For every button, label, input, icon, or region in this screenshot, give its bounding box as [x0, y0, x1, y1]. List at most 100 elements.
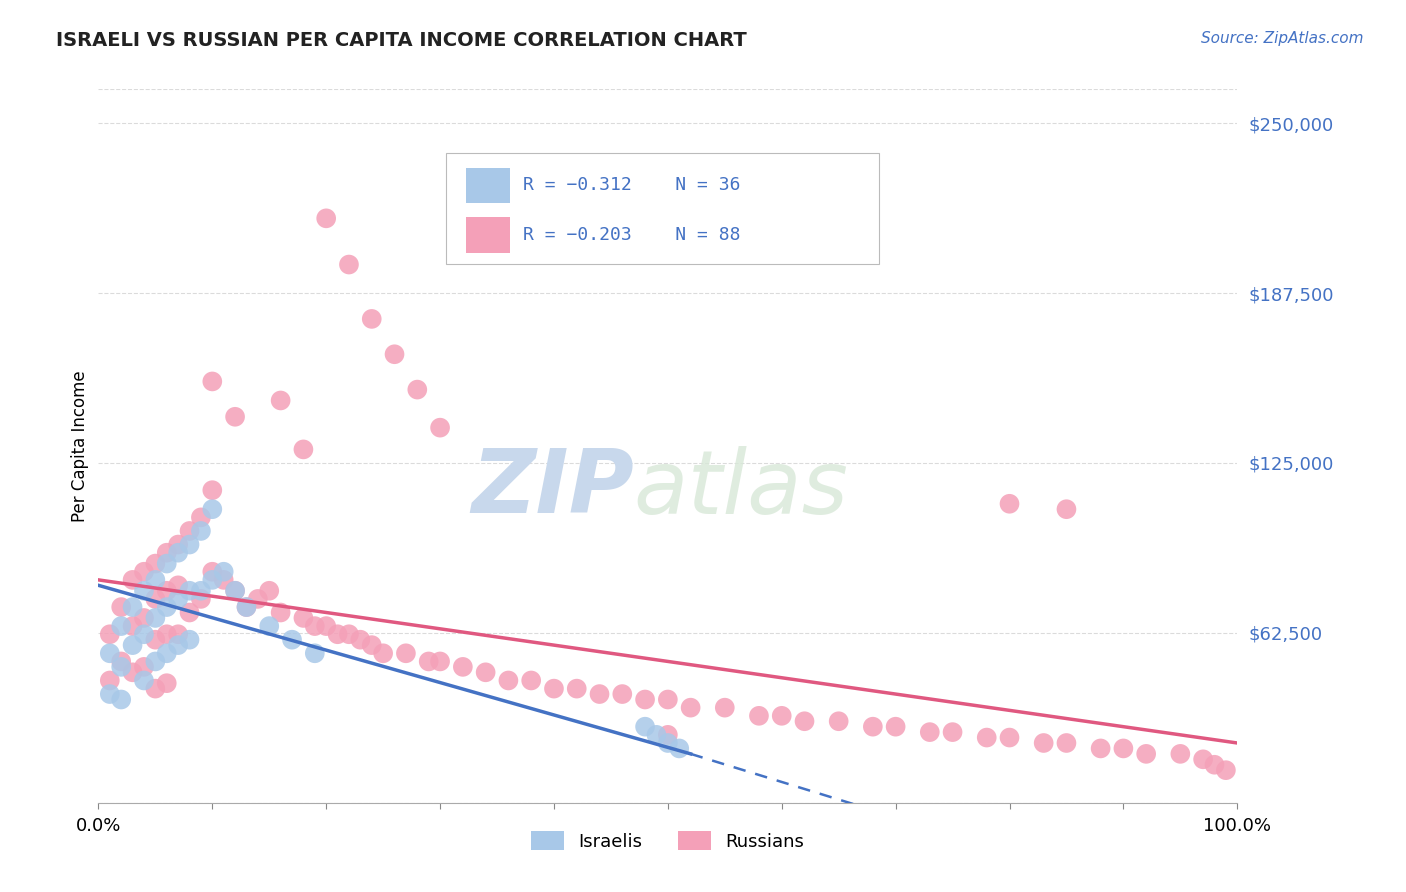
- Point: [634, 720, 657, 734]
- Point: [201, 573, 224, 587]
- Point: [201, 565, 224, 579]
- Text: Source: ZipAtlas.com: Source: ZipAtlas.com: [1201, 31, 1364, 46]
- Point: [270, 606, 292, 620]
- Point: [110, 692, 132, 706]
- Point: [498, 673, 520, 688]
- Point: [360, 312, 382, 326]
- Point: [884, 720, 907, 734]
- Point: [429, 655, 451, 669]
- Point: [451, 660, 474, 674]
- Point: [862, 720, 884, 734]
- Point: [998, 497, 1021, 511]
- Point: [429, 420, 451, 434]
- Point: [520, 673, 543, 688]
- Point: [145, 655, 167, 669]
- Point: [201, 483, 224, 498]
- Point: [132, 627, 155, 641]
- Point: [360, 638, 382, 652]
- Point: [418, 655, 440, 669]
- Point: [1090, 741, 1112, 756]
- Point: [145, 632, 167, 647]
- Point: [326, 627, 349, 641]
- Point: [145, 681, 167, 696]
- Point: [259, 619, 281, 633]
- Point: [543, 681, 565, 696]
- Point: [588, 687, 610, 701]
- Point: [132, 660, 155, 674]
- Point: [224, 409, 246, 424]
- Point: [337, 258, 360, 272]
- Point: [1135, 747, 1157, 761]
- Point: [179, 583, 201, 598]
- Point: [315, 211, 337, 226]
- Point: [179, 632, 201, 647]
- Text: atlas: atlas: [634, 446, 849, 532]
- Text: R = −0.203    N = 88: R = −0.203 N = 88: [523, 227, 741, 244]
- Point: [235, 600, 257, 615]
- Point: [337, 627, 360, 641]
- Point: [212, 565, 235, 579]
- Point: [793, 714, 815, 729]
- Point: [1054, 502, 1078, 516]
- Point: [1054, 736, 1078, 750]
- Point: [645, 728, 668, 742]
- Point: [976, 731, 998, 745]
- Point: [1204, 757, 1226, 772]
- Point: [657, 728, 679, 742]
- Point: [292, 611, 315, 625]
- Point: [998, 731, 1021, 745]
- Point: [406, 383, 429, 397]
- Point: [156, 583, 179, 598]
- Point: [235, 600, 257, 615]
- Point: [110, 655, 132, 669]
- Point: [167, 638, 190, 652]
- Point: [270, 393, 292, 408]
- Point: [679, 700, 702, 714]
- Point: [167, 627, 190, 641]
- Point: [167, 537, 190, 551]
- Point: [190, 583, 212, 598]
- Point: [98, 687, 121, 701]
- Point: [179, 606, 201, 620]
- Point: [259, 583, 281, 598]
- Legend: Israelis, Russians: Israelis, Russians: [524, 824, 811, 858]
- Point: [121, 573, 143, 587]
- Point: [121, 600, 143, 615]
- Point: [110, 619, 132, 633]
- Point: [657, 692, 679, 706]
- Point: [349, 632, 371, 647]
- Point: [156, 557, 179, 571]
- Point: [246, 591, 269, 606]
- Point: [212, 573, 235, 587]
- Point: [395, 646, 418, 660]
- Point: [201, 375, 224, 389]
- Point: [224, 583, 246, 598]
- Point: [98, 627, 121, 641]
- Point: [612, 687, 634, 701]
- Point: [281, 632, 304, 647]
- Point: [132, 583, 155, 598]
- Point: [634, 692, 657, 706]
- Point: [668, 741, 690, 756]
- Point: [145, 611, 167, 625]
- Point: [98, 646, 121, 660]
- Point: [371, 646, 394, 660]
- Point: [201, 502, 224, 516]
- Point: [714, 700, 737, 714]
- Point: [156, 600, 179, 615]
- Point: [132, 611, 155, 625]
- Point: [292, 442, 315, 457]
- Point: [145, 557, 167, 571]
- Point: [190, 591, 212, 606]
- Text: ISRAELI VS RUSSIAN PER CAPITA INCOME CORRELATION CHART: ISRAELI VS RUSSIAN PER CAPITA INCOME COR…: [56, 31, 747, 50]
- Point: [748, 708, 770, 723]
- Point: [828, 714, 851, 729]
- Bar: [467, 218, 509, 253]
- Point: [315, 619, 337, 633]
- Point: [384, 347, 406, 361]
- Point: [132, 565, 155, 579]
- Point: [156, 627, 179, 641]
- Text: ZIP: ZIP: [471, 445, 634, 533]
- Point: [179, 537, 201, 551]
- Bar: [467, 168, 509, 203]
